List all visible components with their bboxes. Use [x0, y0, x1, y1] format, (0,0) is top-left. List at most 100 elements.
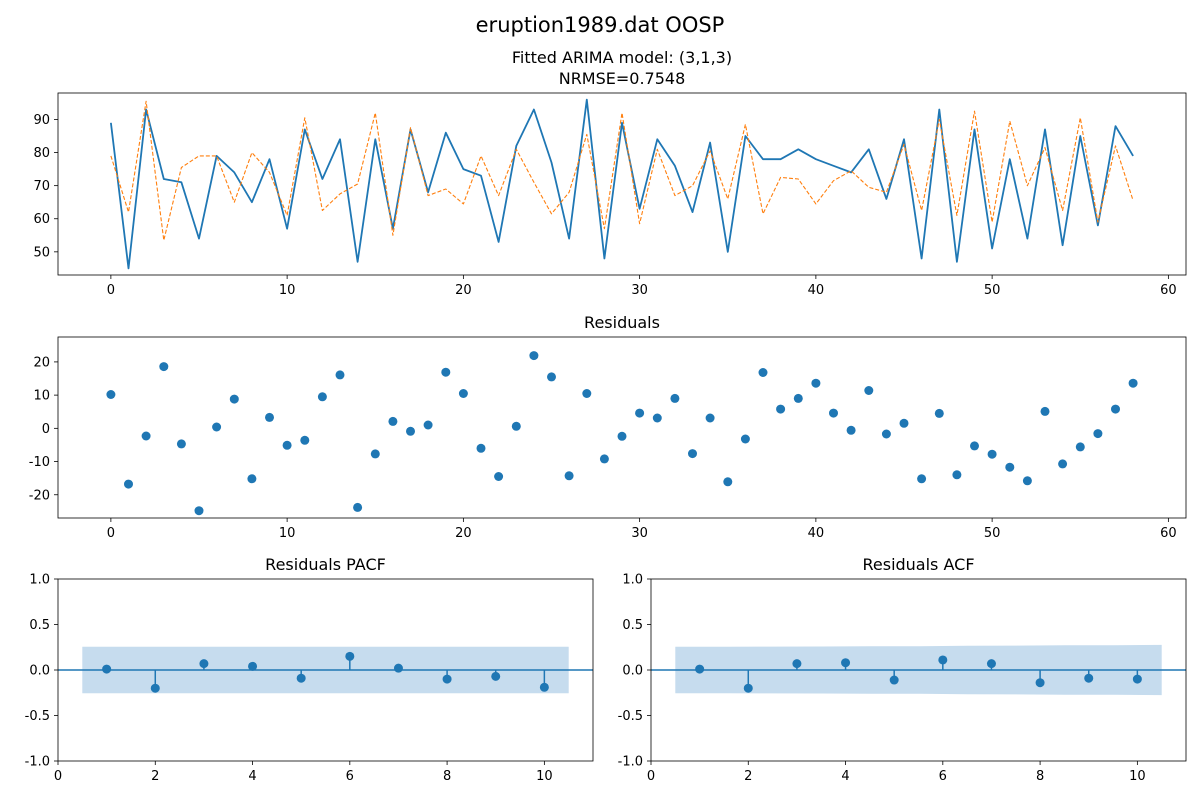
fit-ytick-label: 50 — [33, 245, 50, 260]
fit-xtick-label: 0 — [107, 283, 115, 298]
residual-point — [917, 474, 927, 484]
residual-point — [335, 370, 345, 380]
residual-point — [564, 471, 574, 481]
fit-ytick-label: 80 — [33, 146, 50, 161]
acf-xtick-label: 0 — [647, 769, 655, 784]
pacf-ytick-label: 0.5 — [29, 618, 50, 633]
fit-xtick-label: 10 — [279, 283, 296, 298]
residual-point — [970, 441, 979, 451]
residual-point — [476, 443, 486, 453]
residual-point — [441, 367, 451, 377]
residual-point — [247, 474, 257, 484]
residual-point — [300, 435, 310, 445]
acf-ytick-label: -0.5 — [618, 709, 643, 724]
resid-xtick-label: 40 — [808, 526, 825, 541]
resid-title: Residuals — [584, 313, 660, 332]
fit-xtick-label: 20 — [455, 283, 472, 298]
resid-xtick-label: 20 — [455, 526, 472, 541]
residual-point — [317, 392, 327, 402]
acf-ytick-label: 0.0 — [622, 664, 643, 679]
chart-acf: Residuals ACF 0 2 4 6 8 10 -1.0 -0.5 0.0 0.5 1.0 — [618, 555, 1187, 784]
resid-ytick-label: 0 — [42, 422, 50, 437]
pacf-xtick-label: 8 — [443, 769, 451, 784]
pacf-stem-marker — [102, 664, 112, 674]
fit-ytick-label: 70 — [33, 179, 50, 194]
residual-point — [652, 413, 662, 423]
resid-xtick-label: 60 — [1160, 526, 1177, 541]
residual-point — [617, 431, 627, 441]
residual-point — [987, 449, 997, 459]
fit-ytick-label: 60 — [33, 212, 50, 227]
acf-stem-marker — [792, 659, 802, 669]
residual-point — [1093, 429, 1103, 439]
residual-point — [811, 378, 821, 388]
fit-subtitle: NRMSE=0.7548 — [559, 69, 686, 88]
pacf-stem-marker — [393, 663, 403, 673]
residual-point — [1075, 442, 1085, 452]
residual-point — [776, 404, 786, 414]
residual-point — [688, 449, 697, 459]
fit-xtick-label: 50 — [984, 283, 1001, 298]
chart-resid: Residuals 0 10 20 30 40 50 60 -20 -10 0 10 20 — [29, 313, 1187, 541]
residual-point — [881, 429, 891, 439]
residual-point — [899, 418, 909, 428]
chart-pacf: Residuals PACF 0 2 4 6 8 10 -1.0 -0.5 0.0 0.5 1.0 — [25, 555, 594, 784]
residual-point — [194, 506, 204, 516]
residual-point — [529, 351, 539, 361]
residual-point — [159, 362, 169, 372]
residual-point — [494, 472, 504, 481]
pacf-stem-marker — [150, 683, 160, 693]
residual-point — [1040, 406, 1050, 416]
acf-stem-marker — [986, 659, 996, 669]
pacf-xtick-label: 2 — [151, 769, 159, 784]
fit-ytick-label: 90 — [33, 113, 50, 128]
figure-suptitle: eruption1989.dat OOSP — [476, 13, 725, 37]
acf-ytick-label: -1.0 — [618, 755, 643, 770]
resid-frame — [57, 336, 1187, 519]
residual-point — [952, 470, 962, 480]
pacf-ytick-label: 0.0 — [29, 664, 50, 679]
residual-point — [406, 426, 415, 436]
residual-point — [458, 389, 468, 398]
resid-xtick-label: 30 — [631, 526, 648, 541]
fit-series-line-fitted — [110, 100, 1134, 241]
residual-point — [1058, 459, 1068, 469]
acf-xtick-label: 10 — [1129, 769, 1146, 784]
residual-point — [864, 386, 874, 395]
acf-stem-marker — [841, 658, 851, 668]
resid-xtick-label: 0 — [107, 526, 115, 541]
residual-point — [829, 408, 838, 418]
resid-ytick-label: 20 — [33, 355, 50, 370]
fit-xtick-label: 30 — [631, 283, 648, 298]
residual-point — [388, 416, 398, 426]
residual-point — [353, 502, 363, 512]
fit-series-line-actual — [110, 98, 1134, 270]
residual-point — [1128, 378, 1138, 388]
resid-ytick-label: -20 — [29, 488, 50, 503]
residual-point — [229, 394, 239, 404]
acf-ytick-label: 1.0 — [622, 573, 643, 588]
residual-point — [705, 413, 715, 423]
residual-point — [282, 440, 292, 450]
pacf-stem-marker — [199, 659, 209, 669]
residual-point — [599, 454, 609, 464]
acf-stem-marker — [1132, 674, 1142, 684]
acf-xtick-label: 4 — [841, 769, 849, 784]
acf-stem-marker — [695, 664, 705, 674]
residual-point — [212, 422, 222, 432]
pacf-stem-marker — [491, 671, 501, 681]
fit-xtick-label: 40 — [808, 283, 825, 298]
pacf-ytick-label: 1.0 — [29, 573, 50, 588]
pacf-xtick-label: 10 — [536, 769, 553, 784]
acf-xtick-label: 2 — [744, 769, 752, 784]
acf-stem-marker — [743, 683, 753, 693]
residual-point — [635, 408, 645, 418]
acf-stem-marker — [889, 675, 899, 685]
pacf-stem-marker — [442, 674, 452, 684]
resid-ytick-label: -10 — [29, 455, 50, 470]
resid-xtick-label: 50 — [984, 526, 1001, 541]
residual-point — [176, 439, 186, 449]
acf-xtick-label: 6 — [939, 769, 947, 784]
residual-point — [723, 477, 733, 487]
